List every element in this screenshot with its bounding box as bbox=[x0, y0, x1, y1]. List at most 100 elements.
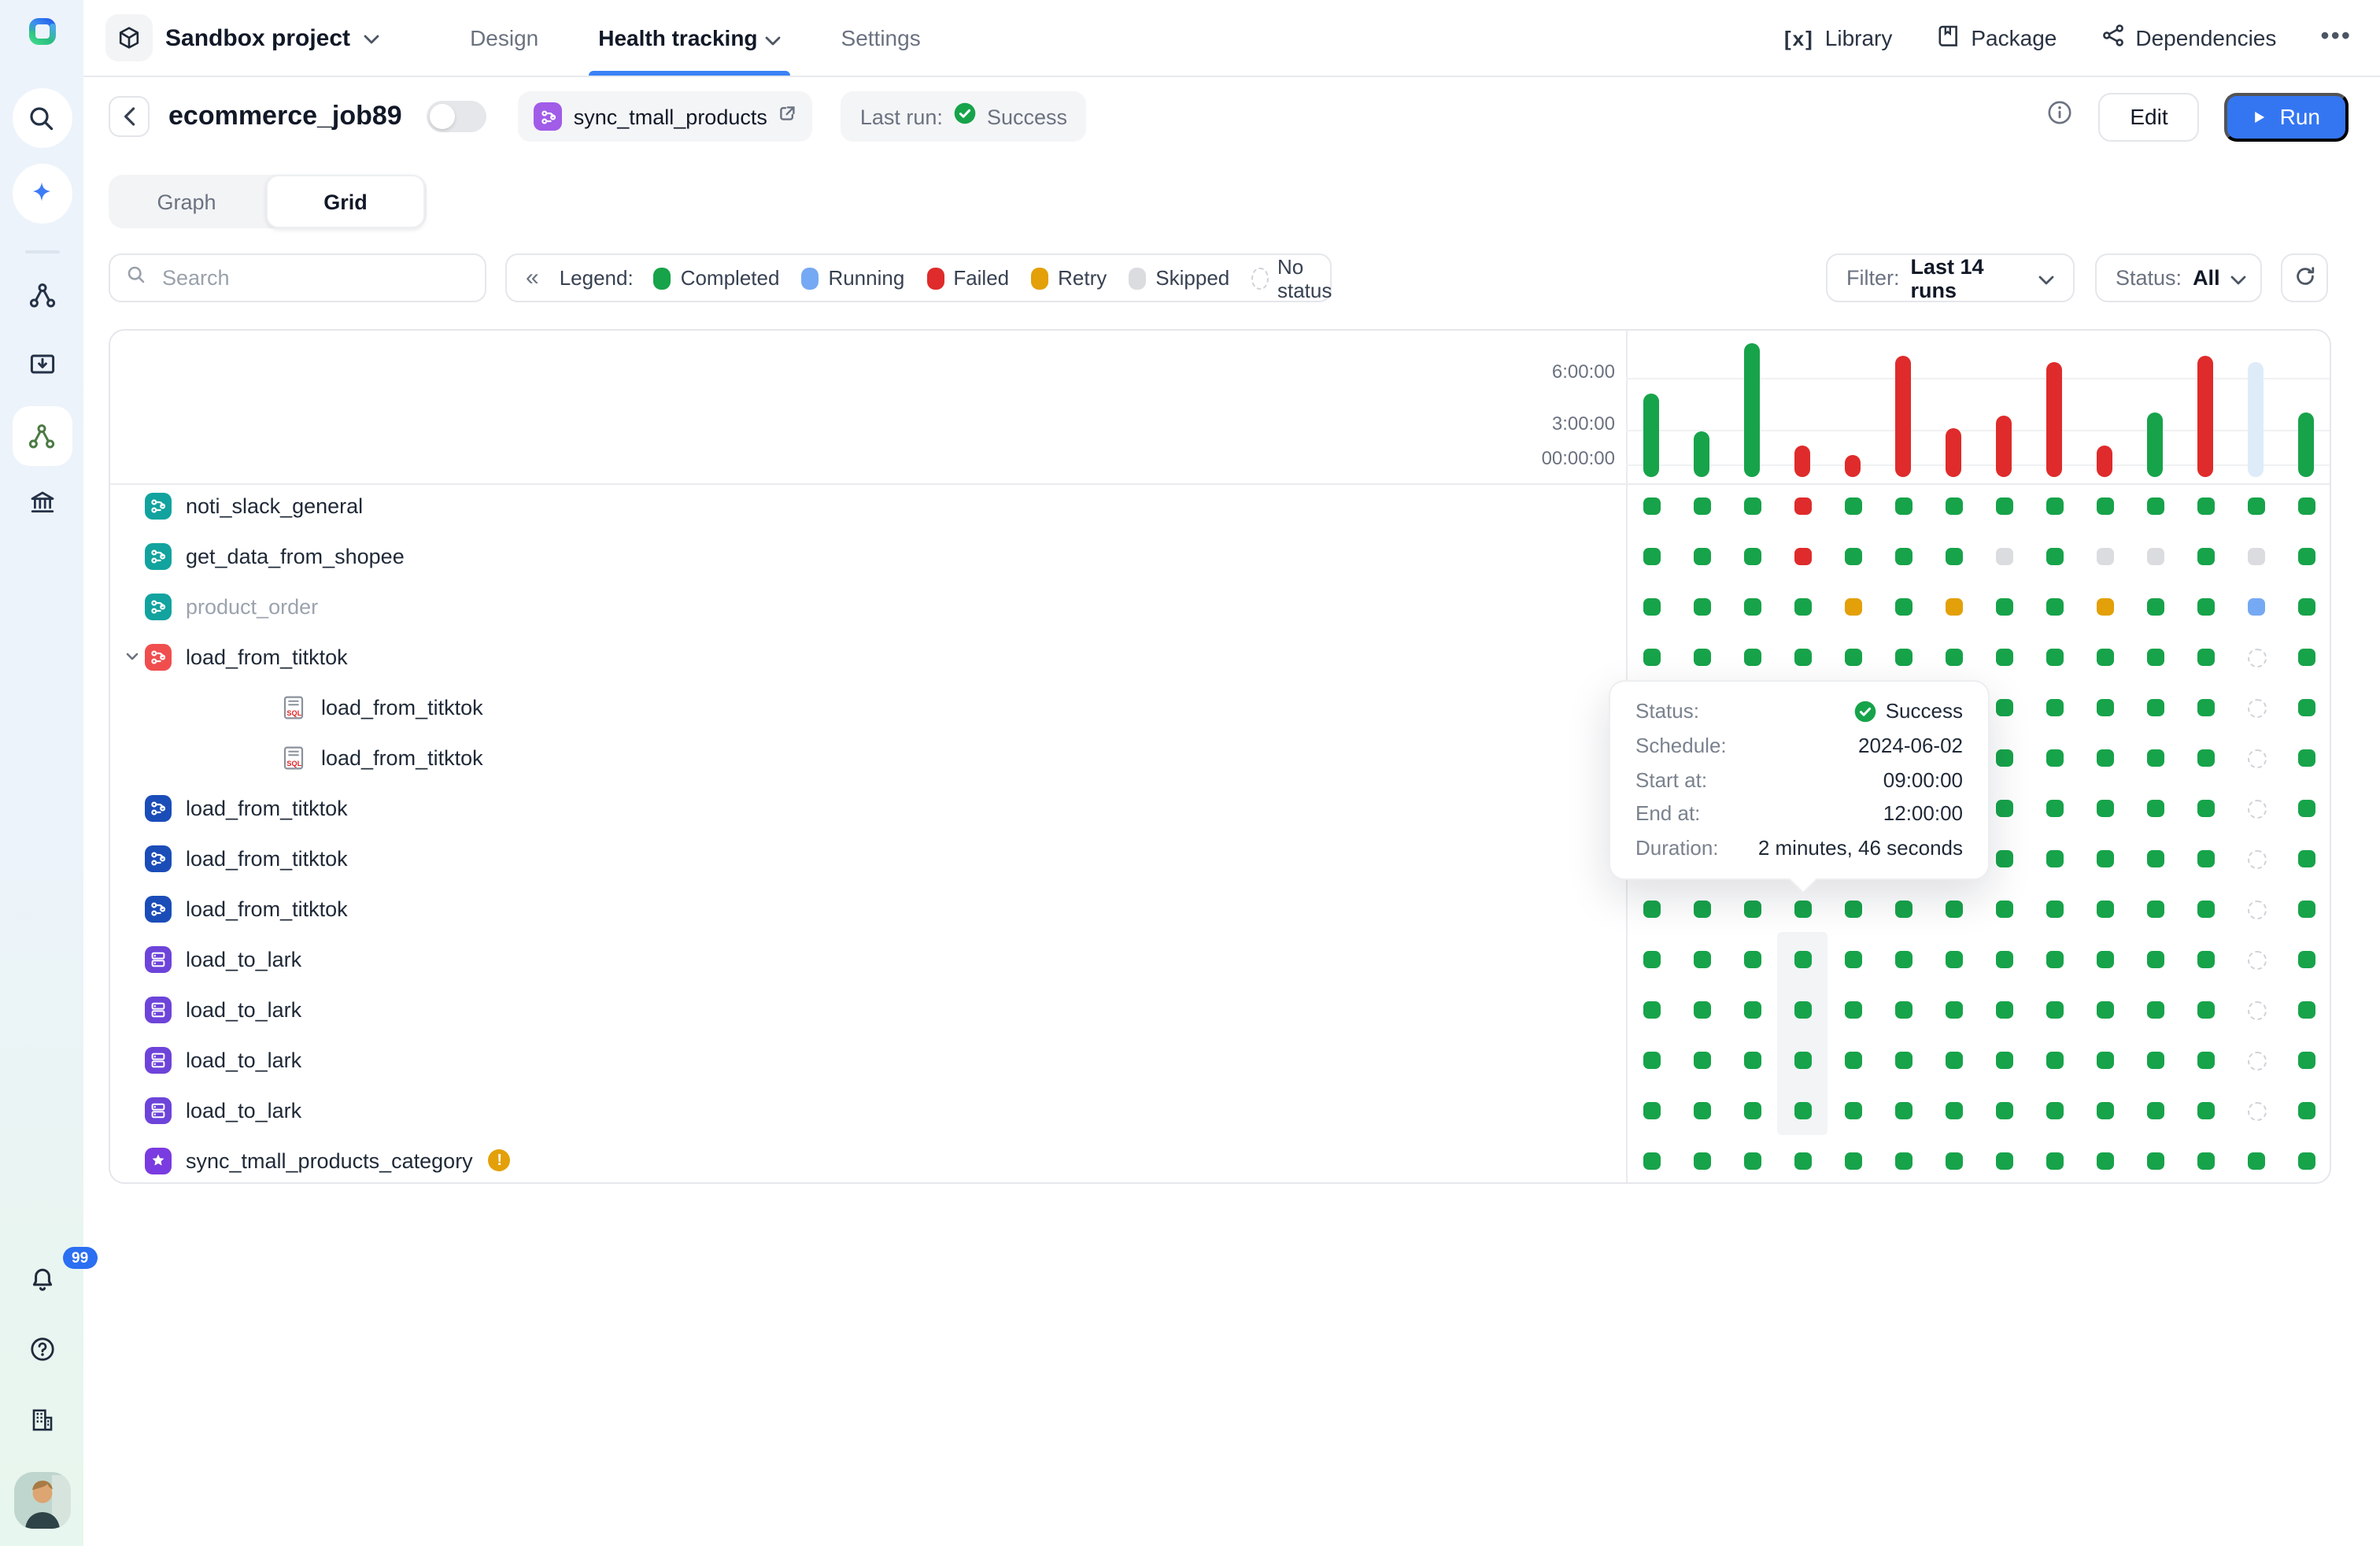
node-row-get_data_from_shopee[interactable]: get_data_from_shopee bbox=[110, 531, 1656, 581]
run-dot-r12-c2-completed[interactable] bbox=[1693, 1051, 1710, 1068]
back-button[interactable] bbox=[109, 96, 150, 137]
run-dot-r7-c12-completed[interactable] bbox=[2197, 799, 2214, 816]
run-dot-r7-c9-completed[interactable] bbox=[2046, 799, 2063, 816]
run-dot-r6-c12-completed[interactable] bbox=[2197, 749, 2214, 766]
run-dot-r3-c4-completed[interactable] bbox=[1794, 597, 1811, 615]
bank-icon[interactable] bbox=[28, 488, 56, 516]
tab-health-tracking[interactable]: Health tracking bbox=[589, 0, 791, 76]
run-dot-r1-c6-completed[interactable] bbox=[1894, 497, 1912, 514]
run-dot-r10-c5-completed[interactable] bbox=[1844, 950, 1861, 967]
run-dot-r9-c14-completed[interactable] bbox=[2297, 900, 2315, 917]
run-dot-r13-c4-completed[interactable] bbox=[1794, 1101, 1811, 1119]
run-dot-r3-c2-completed[interactable] bbox=[1693, 597, 1710, 615]
run-dot-r1-c2-completed[interactable] bbox=[1693, 497, 1710, 514]
node-row-load_from_titktok[interactable]: load_from_titktok bbox=[110, 782, 1656, 833]
search-icon[interactable] bbox=[12, 88, 72, 148]
run-dot-r11-c9-completed[interactable] bbox=[2046, 1000, 2063, 1018]
refresh-button[interactable] bbox=[2281, 253, 2328, 302]
run-dot-r1-c13-completed[interactable] bbox=[2247, 497, 2264, 514]
run-dot-r13-c13-no-status[interactable] bbox=[2248, 1102, 2267, 1121]
run-dot-r12-c11-completed[interactable] bbox=[2146, 1051, 2164, 1068]
run-dot-r13-c10-completed[interactable] bbox=[2096, 1101, 2113, 1119]
run-dot-r9-c5-completed[interactable] bbox=[1844, 900, 1861, 917]
run-dot-r3-c3-completed[interactable] bbox=[1743, 597, 1761, 615]
run-dot-r14-c2-completed[interactable] bbox=[1693, 1152, 1710, 1169]
run-dot-r1-c3-completed[interactable] bbox=[1743, 497, 1761, 514]
more-menu-button[interactable]: ••• bbox=[2320, 24, 2352, 50]
run-dot-r1-c8-completed[interactable] bbox=[1995, 497, 2012, 514]
run-dot-r10-c14-completed[interactable] bbox=[2297, 950, 2315, 967]
run-dot-r3-c1-completed[interactable] bbox=[1643, 597, 1660, 615]
run-dot-r3-c9-completed[interactable] bbox=[2046, 597, 2063, 615]
run-dot-r2-c8-skipped[interactable] bbox=[1995, 547, 2012, 564]
run-dot-r4-c14-completed[interactable] bbox=[2297, 648, 2315, 665]
info-icon[interactable] bbox=[2046, 99, 2073, 134]
run-dot-r3-c13-running[interactable] bbox=[2247, 597, 2264, 615]
run-dot-r5-c8-completed[interactable] bbox=[1995, 698, 2012, 716]
run-dot-r2-c12-completed[interactable] bbox=[2197, 547, 2214, 564]
pipeline-chip[interactable]: sync_tmall_products bbox=[518, 91, 813, 142]
run-dot-r6-c11-completed[interactable] bbox=[2146, 749, 2164, 766]
run-dot-r14-c1-completed[interactable] bbox=[1643, 1152, 1660, 1169]
library-button[interactable]: [x] Library bbox=[1784, 25, 1892, 50]
node-row-load_from_titktok[interactable]: load_from_titktok bbox=[110, 631, 1656, 682]
run-dot-r2-c5-completed[interactable] bbox=[1844, 547, 1861, 564]
run-dot-r12-c12-completed[interactable] bbox=[2197, 1051, 2214, 1068]
help-icon[interactable] bbox=[28, 1335, 56, 1363]
run-dot-r7-c8-completed[interactable] bbox=[1995, 799, 2012, 816]
run-dot-r8-c14-completed[interactable] bbox=[2297, 849, 2315, 867]
run-dot-r5-c14-completed[interactable] bbox=[2297, 698, 2315, 716]
run-dot-r13-c6-completed[interactable] bbox=[1894, 1101, 1912, 1119]
run-dot-r11-c4-completed[interactable] bbox=[1794, 1000, 1811, 1018]
node-row-load_from_titktok[interactable]: load_from_titktok bbox=[110, 833, 1656, 883]
duration-bar-run-12[interactable] bbox=[2197, 355, 2213, 477]
run-dot-r9-c11-completed[interactable] bbox=[2146, 900, 2164, 917]
node-row-product_order[interactable]: product_order bbox=[110, 581, 1656, 631]
tab-settings[interactable]: Settings bbox=[841, 0, 921, 76]
run-dot-r3-c8-completed[interactable] bbox=[1995, 597, 2012, 615]
run-dot-r11-c11-completed[interactable] bbox=[2146, 1000, 2164, 1018]
run-dot-r6-c9-completed[interactable] bbox=[2046, 749, 2063, 766]
run-dot-r11-c10-completed[interactable] bbox=[2096, 1000, 2113, 1018]
project-selector[interactable]: Sandbox project bbox=[105, 14, 379, 61]
tab-design[interactable]: Design bbox=[470, 0, 538, 76]
status-filter-dropdown[interactable]: Status: All bbox=[2095, 253, 2262, 302]
run-dot-r2-c9-completed[interactable] bbox=[2046, 547, 2063, 564]
run-dot-r10-c6-completed[interactable] bbox=[1894, 950, 1912, 967]
run-dot-r2-c6-completed[interactable] bbox=[1894, 547, 1912, 564]
run-dot-r13-c8-completed[interactable] bbox=[1995, 1101, 2012, 1119]
run-dot-r8-c10-completed[interactable] bbox=[2096, 849, 2113, 867]
run-dot-r8-c13-no-status[interactable] bbox=[2248, 850, 2267, 869]
node-row-load_to_lark[interactable]: load_to_lark bbox=[110, 1034, 1656, 1085]
run-dot-r11-c5-completed[interactable] bbox=[1844, 1000, 1861, 1018]
run-dot-r4-c9-completed[interactable] bbox=[2046, 648, 2063, 665]
run-dot-r13-c12-completed[interactable] bbox=[2197, 1101, 2214, 1119]
search-input[interactable] bbox=[159, 264, 469, 291]
run-dot-r6-c10-completed[interactable] bbox=[2096, 749, 2113, 766]
run-dot-r2-c14-completed[interactable] bbox=[2297, 547, 2315, 564]
run-dot-r14-c12-completed[interactable] bbox=[2197, 1152, 2214, 1169]
run-dot-r13-c14-completed[interactable] bbox=[2297, 1101, 2315, 1119]
run-dot-r12-c9-completed[interactable] bbox=[2046, 1051, 2063, 1068]
duration-bar-run-2[interactable] bbox=[1694, 431, 1709, 477]
collapse-chevron-icon[interactable] bbox=[123, 647, 142, 666]
run-dot-r10-c7-completed[interactable] bbox=[1945, 950, 1962, 967]
run-dot-r4-c3-completed[interactable] bbox=[1743, 648, 1761, 665]
run-dot-r5-c13-no-status[interactable] bbox=[2248, 699, 2267, 718]
run-dot-r4-c6-completed[interactable] bbox=[1894, 648, 1912, 665]
run-dot-r9-c9-completed[interactable] bbox=[2046, 900, 2063, 917]
run-dot-r6-c8-completed[interactable] bbox=[1995, 749, 2012, 766]
run-dot-r3-c11-completed[interactable] bbox=[2146, 597, 2164, 615]
run-dot-r1-c9-completed[interactable] bbox=[2046, 497, 2063, 514]
run-dot-r11-c8-completed[interactable] bbox=[1995, 1000, 2012, 1018]
ai-sparkle-icon[interactable] bbox=[12, 164, 72, 224]
run-dot-r4-c8-completed[interactable] bbox=[1995, 648, 2012, 665]
run-dot-r5-c9-completed[interactable] bbox=[2046, 698, 2063, 716]
external-link-icon[interactable] bbox=[778, 102, 797, 131]
duration-bar-run-14[interactable] bbox=[2298, 412, 2314, 477]
run-dot-r11-c12-completed[interactable] bbox=[2197, 1000, 2214, 1018]
run-dot-r8-c11-completed[interactable] bbox=[2146, 849, 2164, 867]
run-dot-r4-c13-no-status[interactable] bbox=[2248, 649, 2267, 668]
run-dot-r7-c13-no-status[interactable] bbox=[2248, 800, 2267, 819]
run-dot-r7-c11-completed[interactable] bbox=[2146, 799, 2164, 816]
